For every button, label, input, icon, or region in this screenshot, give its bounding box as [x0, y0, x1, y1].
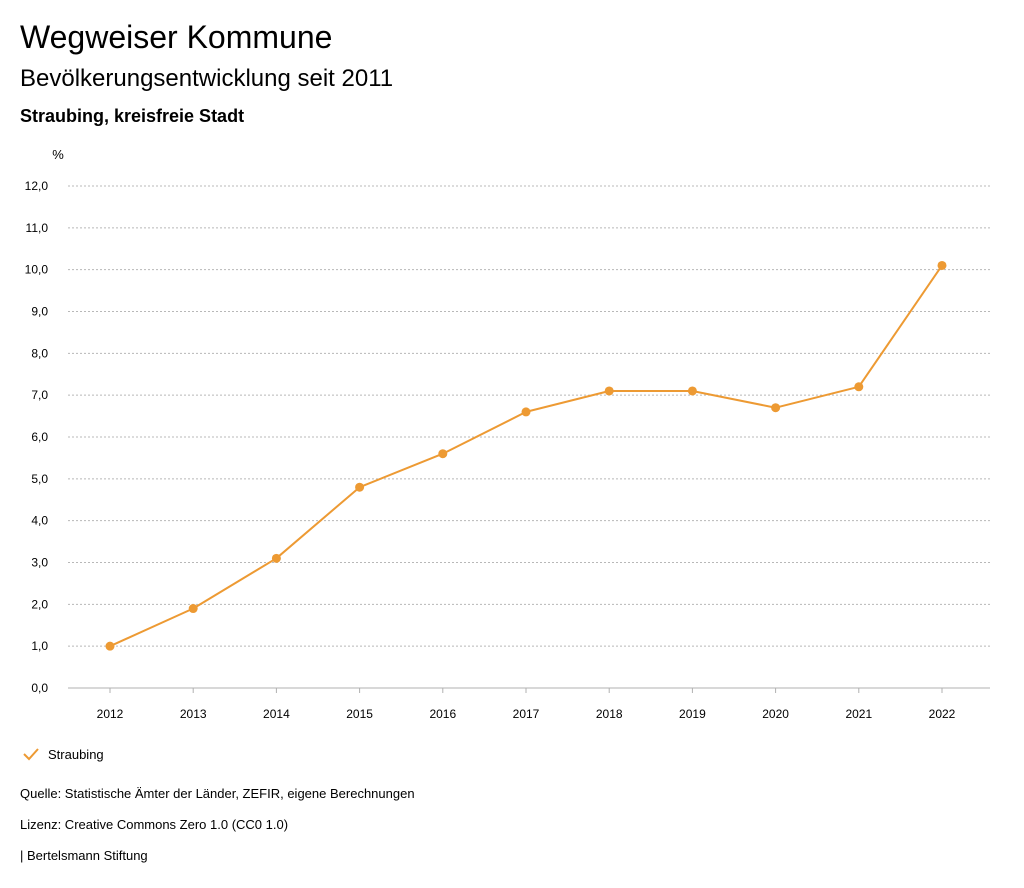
data-point [271, 553, 281, 563]
region-name: Straubing, kreisfreie Stadt [20, 106, 245, 126]
license-note: Lizenz: Creative Commons Zero 1.0 (CC0 1… [20, 817, 289, 832]
y-tick-label: 8,0 [31, 346, 48, 360]
x-tick-label: 2016 [429, 707, 456, 721]
source-note: Quelle: Statistische Ämter der Länder, Z… [20, 786, 415, 801]
x-tick-label: 2022 [929, 707, 956, 721]
data-point [188, 604, 198, 614]
legend-label-straubing: Straubing [48, 746, 104, 762]
data-point [438, 449, 448, 459]
y-tick-label: 5,0 [31, 472, 48, 486]
chart-title: Wegweiser Kommune [20, 19, 333, 55]
series-line [109, 264, 943, 648]
x-tick-label: 2019 [679, 707, 706, 721]
gridlines [68, 185, 990, 689]
x-tick-label: 2020 [762, 707, 789, 721]
publisher-note: | Bertelsmann Stiftung [20, 848, 148, 863]
data-point [521, 407, 531, 417]
y-tick-label: 0,0 [31, 681, 48, 695]
data-point [105, 641, 115, 651]
chart-subtitle: Bevölkerungsentwicklung seit 2011 [20, 65, 394, 92]
data-point [355, 482, 365, 492]
y-tick-label: 4,0 [31, 514, 48, 528]
x-tick-label: 2013 [180, 707, 207, 721]
y-tick-label: 7,0 [31, 388, 48, 402]
y-axis-ticks: 0,0 1,0 2,0 3,0 4,0 5,0 6,0 7,0 8,0 9,0 10,0 11,0 12… [25, 179, 49, 695]
x-tick-label: 2021 [845, 707, 872, 721]
data-point [937, 260, 947, 270]
legend[interactable]: Straubing [22, 744, 104, 764]
checkmark-icon [23, 748, 39, 761]
x-tick-label: 2014 [263, 707, 290, 721]
y-tick-label: 3,0 [31, 556, 48, 570]
data-point [604, 386, 614, 396]
y-tick-label: 9,0 [31, 305, 48, 319]
y-tick-label: 2,0 [31, 597, 48, 611]
x-axis-ticks: 2012 2013 2014 2015 2016 2017 2018 2019 2020 2021… [97, 688, 956, 721]
y-tick-label: 10,0 [25, 263, 49, 277]
data-point [854, 382, 864, 392]
x-tick-label: 2015 [346, 707, 373, 721]
series-straubing [105, 260, 947, 651]
x-tick-label: 2017 [513, 707, 540, 721]
y-axis-unit-label: % [52, 147, 64, 162]
y-tick-label: 1,0 [31, 639, 48, 653]
y-tick-label: 11,0 [26, 221, 49, 235]
data-point [771, 403, 781, 413]
y-tick-label: 6,0 [31, 430, 48, 444]
y-tick-label: 12,0 [25, 179, 49, 193]
x-tick-label: 2018 [596, 707, 623, 721]
data-point [687, 386, 697, 396]
x-tick-label: 2012 [97, 707, 124, 721]
